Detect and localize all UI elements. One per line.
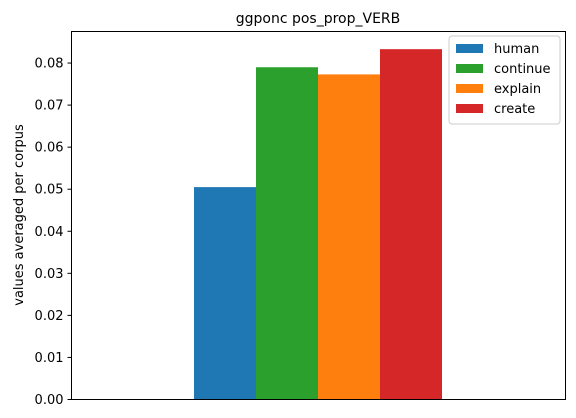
legend: human continue explain create xyxy=(448,35,561,125)
y-tick-label: 0.07 xyxy=(35,99,64,114)
legend-label-continue: continue xyxy=(494,62,551,77)
bar-human xyxy=(194,187,256,400)
y-tick-label: 0.02 xyxy=(35,309,64,324)
legend-swatch-create xyxy=(456,104,483,113)
bar-explain xyxy=(318,74,380,400)
y-tick-label: 0.04 xyxy=(35,225,64,240)
bar-create xyxy=(380,49,442,400)
plot-frame xyxy=(71,31,566,400)
legend-label-explain: explain xyxy=(494,82,541,97)
y-tick-label: 0.05 xyxy=(35,183,64,198)
legend-swatch-continue xyxy=(456,64,483,73)
y-tick-label: 0.06 xyxy=(35,141,64,156)
legend-box xyxy=(448,35,561,125)
bar-continue xyxy=(256,67,318,400)
bars-group xyxy=(194,49,442,400)
y-tick-label: 0.08 xyxy=(35,57,64,72)
legend-swatch-explain xyxy=(456,84,483,93)
y-axis-label: values averaged per corpus xyxy=(12,124,27,306)
chart-title: ggponc pos_prop_VERB xyxy=(236,11,401,27)
y-tick-label: 0.03 xyxy=(35,267,64,282)
legend-label-human: human xyxy=(494,42,539,57)
legend-label-create: create xyxy=(494,102,535,117)
y-tick-label: 0.01 xyxy=(35,351,64,366)
y-tick-label: 0.00 xyxy=(35,393,64,408)
legend-swatch-human xyxy=(456,44,483,53)
y-axis: 0.00 0.01 0.02 0.03 0.04 0.05 0.06 0.07 0.08 xyxy=(35,57,72,408)
